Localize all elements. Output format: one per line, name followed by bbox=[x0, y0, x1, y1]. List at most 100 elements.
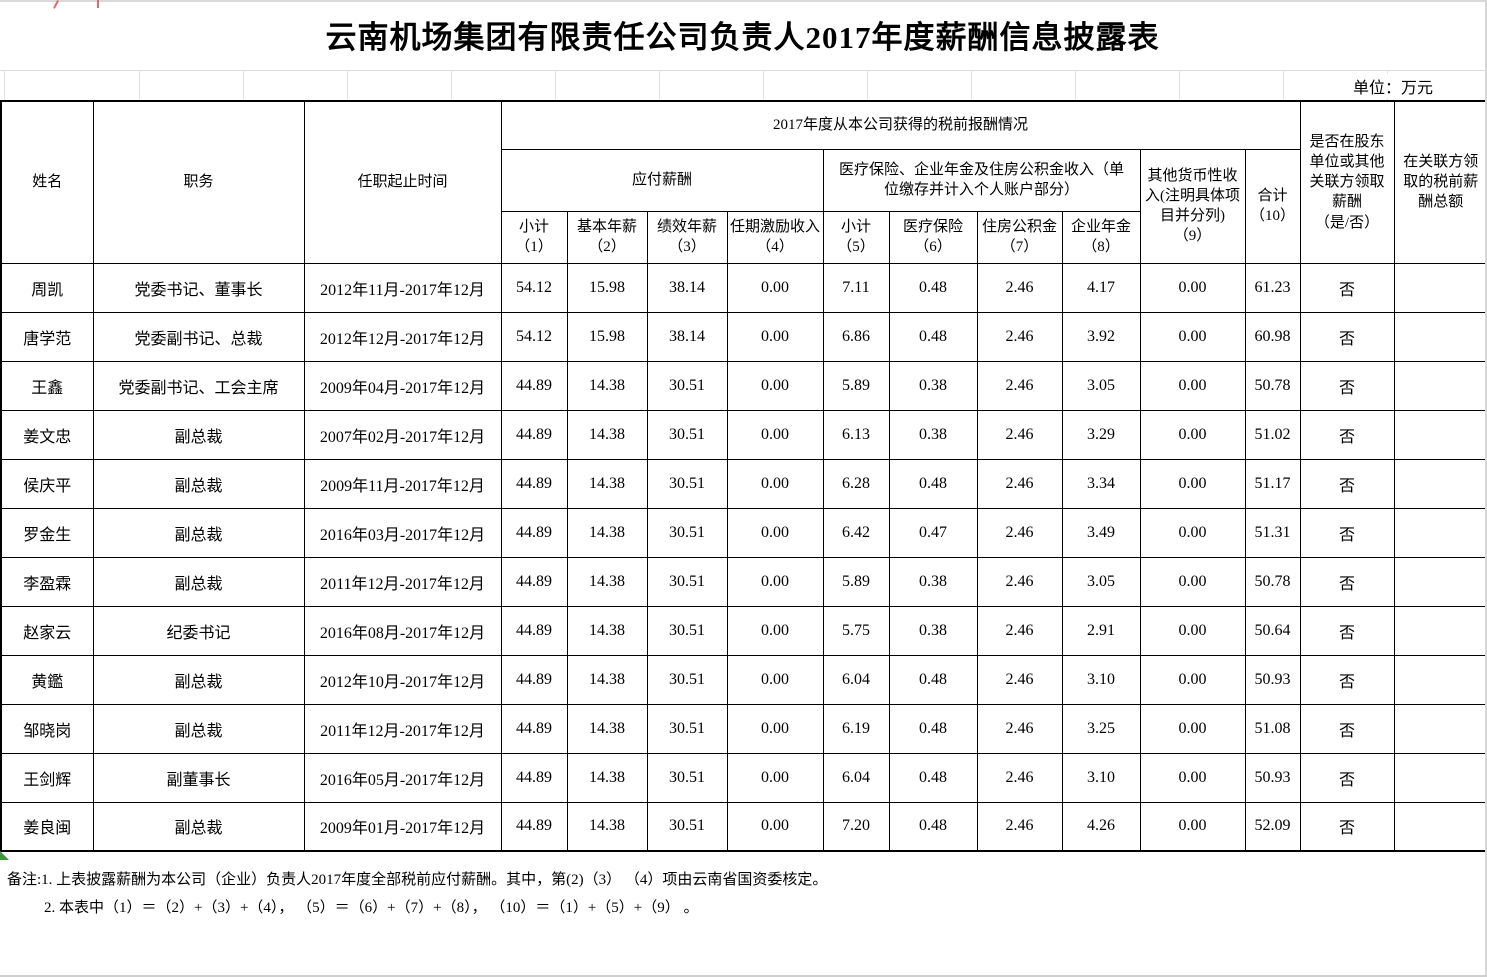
header-sub-housing-fund: 住房公积金 （7） bbox=[976, 210, 1063, 264]
cell-name: 唐学范 bbox=[0, 311, 94, 362]
cell-base-salary: 14.38 bbox=[566, 654, 648, 705]
cell-medical-insurance: 0.48 bbox=[888, 311, 978, 362]
cell-name: 王剑辉 bbox=[0, 752, 94, 803]
cell-other-income: 0.00 bbox=[1139, 262, 1246, 313]
page-title: 云南机场集团有限责任公司负责人2017年度薪酬信息披露表 bbox=[325, 20, 1160, 55]
cell-enterprise-annuity: 2.91 bbox=[1061, 605, 1141, 656]
cell-total: 50.78 bbox=[1244, 556, 1301, 607]
table-row: 周凯 党委书记、董事长 2012年11月-2017年12月 54.12 15.9… bbox=[0, 262, 1485, 313]
gridline-band bbox=[0, 70, 1485, 101]
cell-performance-salary: 30.51 bbox=[646, 507, 728, 558]
cell-medical-insurance: 0.48 bbox=[888, 801, 978, 852]
salary-table: 姓名 职务 任职起止时间 2017年度从本公司获得的税前报酬情况 是否在股东 单… bbox=[0, 100, 1485, 852]
table-row: 王剑辉 副董事长 2016年05月-2017年12月 44.89 14.38 3… bbox=[0, 752, 1485, 803]
cell-related-party: 否 bbox=[1299, 605, 1395, 656]
cell-related-amount bbox=[1393, 605, 1485, 656]
cell-enterprise-annuity: 4.17 bbox=[1061, 262, 1141, 313]
cell-subtotal-5: 7.11 bbox=[822, 262, 890, 313]
cell-name: 姜文忠 bbox=[0, 409, 94, 460]
cell-related-party: 否 bbox=[1299, 458, 1395, 509]
cell-position: 副总裁 bbox=[92, 703, 305, 754]
cell-housing-fund: 2.46 bbox=[976, 360, 1063, 411]
cell-other-income: 0.00 bbox=[1139, 360, 1246, 411]
table-row: 李盈霖 副总裁 2011年12月-2017年12月 44.89 14.38 30… bbox=[0, 556, 1485, 607]
cell-subtotal-5: 6.13 bbox=[822, 409, 890, 460]
cell-subtotal-5: 6.04 bbox=[822, 654, 890, 705]
cell-medical-insurance: 0.48 bbox=[888, 703, 978, 754]
cell-performance-salary: 38.14 bbox=[646, 262, 728, 313]
cell-related-party: 否 bbox=[1299, 801, 1395, 852]
cell-medical-insurance: 0.48 bbox=[888, 262, 978, 313]
header-sub-medical-insurance: 医疗保险 （6） bbox=[888, 210, 978, 264]
cell-related-amount bbox=[1393, 556, 1485, 607]
cell-term: 2007年02月-2017年12月 bbox=[303, 409, 502, 460]
cell-term-incentive: 0.00 bbox=[726, 409, 824, 460]
table-row: 王鑫 党委副书记、工会主席 2009年04月-2017年12月 44.89 14… bbox=[0, 360, 1485, 411]
cell-medical-insurance: 0.48 bbox=[888, 654, 978, 705]
note-1: 备注:1. 上表披露薪酬为本公司（企业）负责人2017年度全部税前应付薪酬。其中… bbox=[7, 872, 828, 888]
cell-position: 副董事长 bbox=[92, 752, 305, 803]
cell-performance-salary: 30.51 bbox=[646, 360, 728, 411]
cell-total: 50.64 bbox=[1244, 605, 1301, 656]
cell-subtotal-1: 44.89 bbox=[500, 360, 568, 411]
table-row: 唐学范 党委副书记、总裁 2012年12月-2017年12月 54.12 15.… bbox=[0, 311, 1485, 362]
cell-subtotal-5: 6.86 bbox=[822, 311, 890, 362]
cell-housing-fund: 2.46 bbox=[976, 605, 1063, 656]
cell-performance-salary: 38.14 bbox=[646, 311, 728, 362]
table-body: 周凯 党委书记、董事长 2012年11月-2017年12月 54.12 15.9… bbox=[0, 262, 1485, 852]
cell-enterprise-annuity: 3.10 bbox=[1061, 654, 1141, 705]
cell-total: 51.31 bbox=[1244, 507, 1301, 558]
table-row: 邹晓岗 副总裁 2011年12月-2017年12月 44.89 14.38 30… bbox=[0, 703, 1485, 754]
cell-performance-salary: 30.51 bbox=[646, 801, 728, 852]
cell-other-income: 0.00 bbox=[1139, 556, 1246, 607]
cell-enterprise-annuity: 3.25 bbox=[1061, 703, 1141, 754]
cell-other-income: 0.00 bbox=[1139, 752, 1246, 803]
cell-name: 姜良闽 bbox=[0, 801, 94, 852]
unit-label: 单位：万元 bbox=[1299, 74, 1485, 98]
header-name: 姓名 bbox=[0, 100, 94, 264]
header-sub-enterprise-annuity: 企业年金 （8） bbox=[1061, 210, 1141, 264]
cell-name: 王鑫 bbox=[0, 360, 94, 411]
cell-position: 副总裁 bbox=[92, 654, 305, 705]
cell-related-amount bbox=[1393, 703, 1485, 754]
cell-related-amount bbox=[1393, 360, 1485, 411]
header-position: 职务 bbox=[92, 100, 305, 264]
table-row: 侯庆平 副总裁 2009年11月-2017年12月 44.89 14.38 30… bbox=[0, 458, 1485, 509]
cell-total: 50.78 bbox=[1244, 360, 1301, 411]
cell-related-party: 否 bbox=[1299, 262, 1395, 313]
cell-position: 党委副书记、工会主席 bbox=[92, 360, 305, 411]
cell-term-incentive: 0.00 bbox=[726, 703, 824, 754]
cell-base-salary: 14.38 bbox=[566, 360, 648, 411]
cell-term-incentive: 0.00 bbox=[726, 360, 824, 411]
cell-term-incentive: 0.00 bbox=[726, 752, 824, 803]
cell-housing-fund: 2.46 bbox=[976, 556, 1063, 607]
cell-name: 侯庆平 bbox=[0, 458, 94, 509]
cell-performance-salary: 30.51 bbox=[646, 409, 728, 460]
header-term: 任职起止时间 bbox=[303, 100, 502, 264]
cell-related-party: 否 bbox=[1299, 507, 1395, 558]
cell-housing-fund: 2.46 bbox=[976, 507, 1063, 558]
cell-related-amount bbox=[1393, 752, 1485, 803]
cell-base-salary: 14.38 bbox=[566, 458, 648, 509]
cell-performance-salary: 30.51 bbox=[646, 556, 728, 607]
cell-other-income: 0.00 bbox=[1139, 605, 1246, 656]
cell-other-income: 0.00 bbox=[1139, 507, 1246, 558]
cell-position: 副总裁 bbox=[92, 801, 305, 852]
top-edge-line bbox=[0, 0, 1485, 2]
cell-base-salary: 15.98 bbox=[566, 262, 648, 313]
cell-enterprise-annuity: 3.92 bbox=[1061, 311, 1141, 362]
cell-total: 61.23 bbox=[1244, 262, 1301, 313]
cell-base-salary: 14.38 bbox=[566, 507, 648, 558]
table-row: 罗金生 副总裁 2016年03月-2017年12月 44.89 14.38 30… bbox=[0, 507, 1485, 558]
cell-total: 50.93 bbox=[1244, 752, 1301, 803]
cell-related-party: 否 bbox=[1299, 556, 1395, 607]
cell-name: 李盈霖 bbox=[0, 556, 94, 607]
cell-position: 副总裁 bbox=[92, 458, 305, 509]
cell-subtotal-5: 7.20 bbox=[822, 801, 890, 852]
cell-total: 50.93 bbox=[1244, 654, 1301, 705]
cell-medical-insurance: 0.38 bbox=[888, 360, 978, 411]
header-payable-group: 应付薪酬 bbox=[500, 148, 824, 212]
table-row: 赵家云 纪委书记 2016年08月-2017年12月 44.89 14.38 3… bbox=[0, 605, 1485, 656]
cell-total: 52.09 bbox=[1244, 801, 1301, 852]
cell-term: 2016年08月-2017年12月 bbox=[303, 605, 502, 656]
